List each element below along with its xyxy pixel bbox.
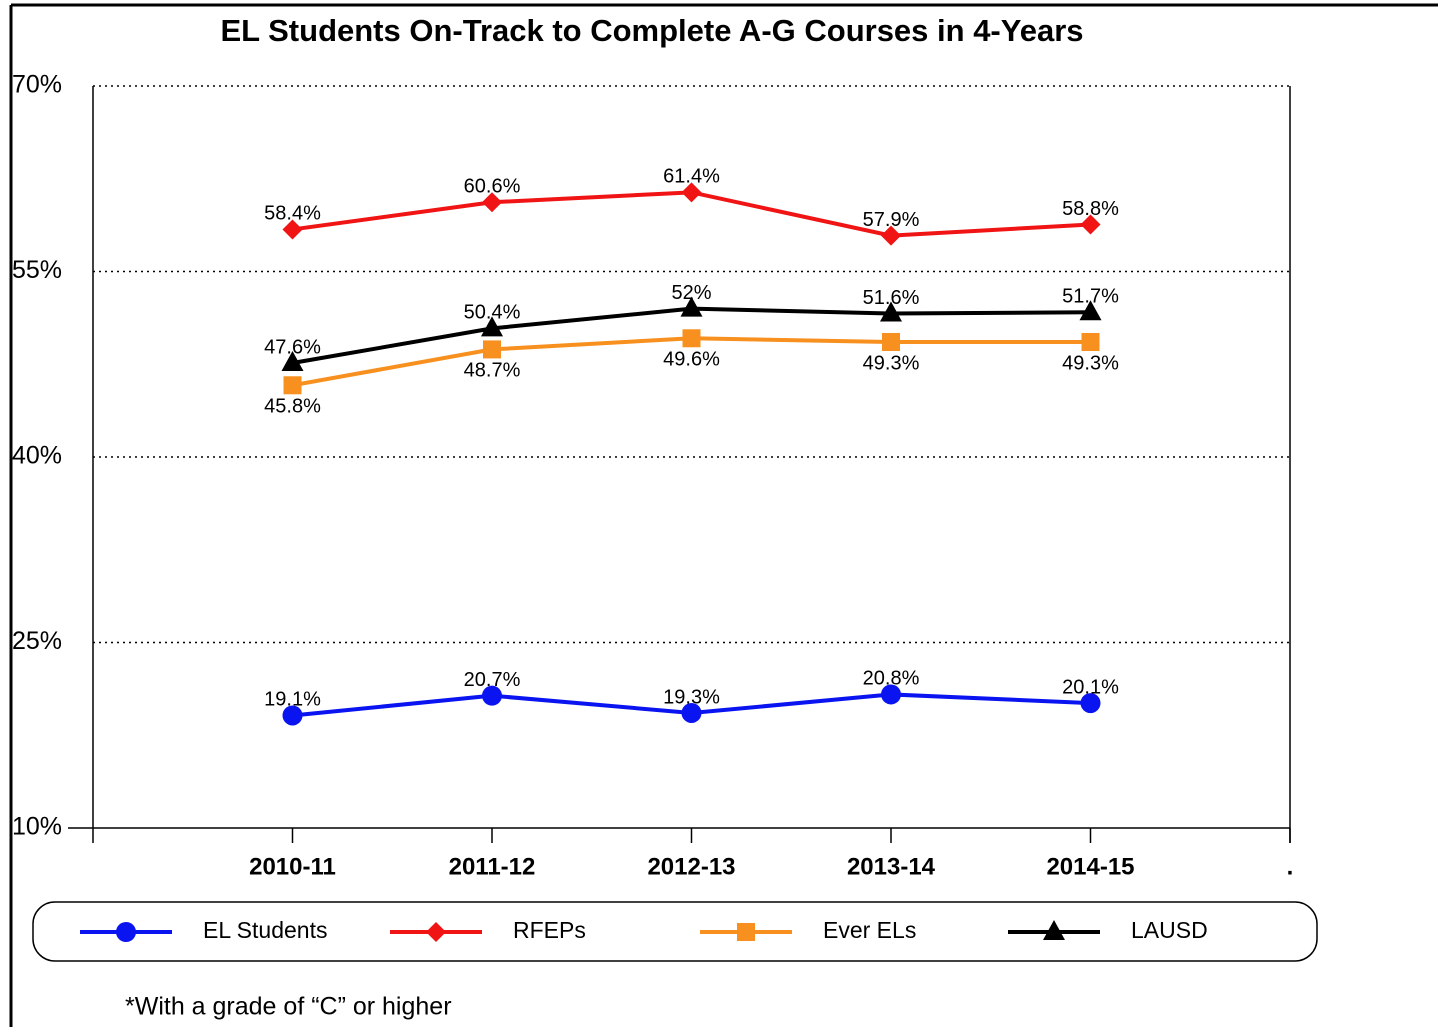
point-marker (283, 376, 302, 395)
point-marker (1080, 693, 1101, 714)
data-label: 52% (671, 282, 711, 304)
y-tick-label: 25% (12, 627, 62, 655)
x-tick-label: 2010-11 (249, 853, 336, 880)
data-label: 19.3% (663, 686, 720, 708)
data-label: 49.3% (1062, 352, 1119, 374)
data-label: 45.8% (264, 396, 321, 418)
data-label: 47.6% (264, 336, 321, 358)
point-marker (682, 329, 701, 348)
y-tick-label: 70% (12, 71, 62, 99)
point-marker (282, 705, 303, 726)
point-marker (482, 192, 502, 213)
point-marker (481, 316, 503, 337)
point-marker (282, 219, 303, 240)
y-tick-label: 55% (12, 256, 62, 284)
x-tick-label: 2013-14 (847, 853, 936, 880)
legend-marker (426, 922, 446, 942)
data-label: 60.6% (464, 176, 521, 198)
data-label: 50.4% (464, 302, 521, 324)
data-label: 49.6% (663, 349, 720, 371)
data-label: 20.7% (464, 669, 521, 691)
data-label: 58.8% (1062, 198, 1119, 220)
data-label: 51.7% (1062, 286, 1119, 308)
footnote: *With a grade of “C” or higher (125, 993, 452, 1021)
x-tick-label: 2014-15 (1046, 853, 1134, 880)
data-label: 49.3% (863, 352, 920, 374)
data-label: 61.4% (663, 166, 720, 188)
data-label: 19.1% (264, 689, 321, 711)
data-label: 20.1% (1062, 676, 1119, 698)
y-tick-label: 10% (12, 813, 62, 841)
point-marker (1079, 300, 1102, 321)
point-marker (880, 301, 902, 322)
chart-title: EL Students On-Track to Complete A-G Cou… (220, 13, 1083, 48)
point-marker (882, 332, 900, 351)
legend-marker (1043, 920, 1065, 940)
legend-marker (116, 922, 136, 942)
x-tick-label: 2012-13 (647, 853, 735, 880)
legend-label: EL Students (203, 917, 327, 943)
point-marker (881, 684, 901, 705)
point-marker (1081, 332, 1100, 351)
point-marker (483, 340, 501, 359)
legend-label: LAUSD (1131, 917, 1208, 943)
point-marker (1080, 214, 1101, 235)
point-marker (281, 351, 304, 372)
legend-label: RFEPs (513, 917, 586, 943)
x-tick-label: 2011-12 (449, 853, 536, 880)
data-label: 48.7% (464, 360, 521, 382)
legend-marker (737, 923, 755, 941)
legend-box (32, 901, 1318, 962)
legend-label: Ever ELs (823, 917, 916, 943)
point-marker (681, 182, 702, 203)
data-label: 58.4% (264, 203, 321, 225)
point-marker (881, 225, 901, 246)
point-marker (681, 702, 702, 723)
point-marker (482, 685, 502, 706)
data-label: 20.8% (863, 668, 920, 690)
data-label: 57.9% (863, 209, 920, 231)
data-label: 51.6% (863, 287, 920, 309)
y-tick-label: 40% (12, 442, 62, 470)
point-marker (680, 296, 703, 317)
x-tick-label: . (1287, 853, 1294, 880)
